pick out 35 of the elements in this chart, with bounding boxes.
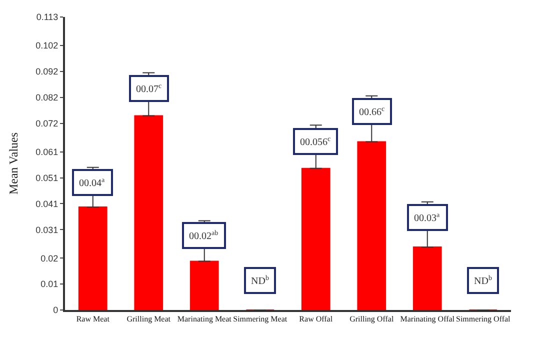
annotation: 00.04$^{a}$ xyxy=(79,176,106,190)
annotation: 00.07$^{c}$ xyxy=(136,82,162,96)
y-tick-label: 0.051 xyxy=(36,172,58,183)
x-tick-label: Grilling Meat xyxy=(126,314,172,324)
x-tick-label: Simmering Offal xyxy=(456,314,512,324)
bar xyxy=(78,206,108,310)
y-axis-title: Mean Values xyxy=(6,132,20,195)
x-tick-label: Raw Meat xyxy=(76,314,110,324)
y-tick-label: 0.072 xyxy=(36,118,58,128)
y-tick-label: 0.02 xyxy=(40,253,58,264)
y-tick-label: 0.061 xyxy=(36,146,58,157)
bar xyxy=(190,260,219,310)
y-tick-label: 0.092 xyxy=(36,66,58,77)
y-tick-label: 0.01 xyxy=(40,279,58,290)
y-tick-label: 0.082 xyxy=(36,92,58,103)
annotation: 00.66$^{c}$ xyxy=(359,105,385,118)
annotation: 00.03$^{a}$ xyxy=(414,211,440,224)
annotation: ND$^{b}$ xyxy=(251,274,270,288)
y-tick-label: 0.113 xyxy=(36,12,58,22)
y-tick-label: 0.031 xyxy=(36,224,58,235)
y-tick-label: 0.102 xyxy=(36,40,58,51)
annotation: 00.02$^{ab}$ xyxy=(189,229,219,242)
annotation: ND$^{b}$ xyxy=(474,274,492,288)
x-tick-label: Simmering Meat xyxy=(233,314,288,324)
bar xyxy=(301,168,330,310)
y-tick-label: 0.041 xyxy=(36,198,58,209)
x-tick-label: Raw Offal xyxy=(299,314,334,324)
bar xyxy=(357,141,386,310)
bar xyxy=(134,115,164,310)
x-tick-label: Marinating Meat xyxy=(177,314,232,324)
annotation: 00.056$^{c}$ xyxy=(300,135,331,148)
x-tick-label: Marinating Offal xyxy=(400,314,456,324)
x-tick-label: Grilling Offal xyxy=(350,314,394,324)
y-tick-label: 0 xyxy=(53,305,58,316)
bar xyxy=(412,246,442,310)
